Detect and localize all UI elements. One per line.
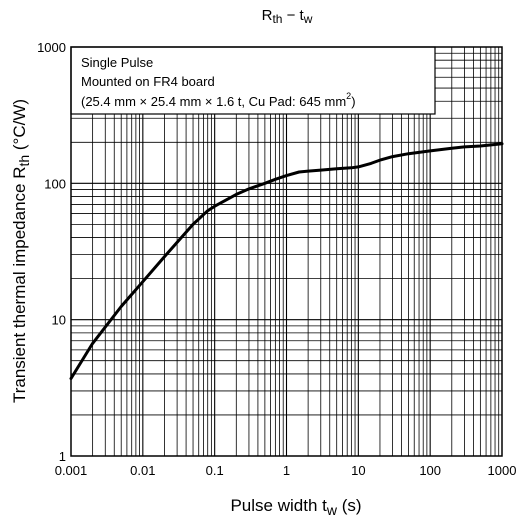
annotation-line-3-main: (25.4 mm × 25.4 mm × 1.6 t, Cu Pad: 645 …	[81, 94, 346, 109]
annotation-line-3: (25.4 mm × 25.4 mm × 1.6 t, Cu Pad: 645 …	[81, 91, 356, 109]
title-main: R	[262, 7, 273, 24]
chart-title: Rth − tw	[262, 7, 313, 26]
annotation-line-3-sup: 2	[346, 91, 351, 101]
grid-major	[71, 47, 502, 456]
x-tick-labels: 0.001 0.01 0.1 1 10 100 1000	[55, 463, 517, 478]
x-tick-label: 0.01	[130, 463, 155, 478]
x-tick-label: 1	[283, 463, 290, 478]
title-sub: th	[272, 12, 282, 26]
series-layer	[69, 142, 504, 380]
plot-frame	[70, 46, 503, 457]
y-axis-label-unit: (°C/W)	[10, 99, 29, 155]
y-axis-label: Transient thermal impedance Rth (°C/W)	[10, 99, 32, 403]
x-axis-label-main: Pulse width t	[230, 496, 327, 515]
y-tick-label: 100	[44, 176, 66, 191]
y-axis-label-sub: th	[16, 155, 32, 167]
x-axis-label-sub: w	[326, 502, 338, 518]
x-tick-label: 10	[351, 463, 365, 478]
title-sub2: w	[303, 12, 313, 26]
x-axis-label-unit: (s)	[337, 496, 362, 515]
y-tick-label: 1	[59, 449, 66, 464]
y-tick-label: 10	[52, 313, 66, 328]
x-tick-label: 100	[419, 463, 441, 478]
x-axis-label: Pulse width tw (s)	[230, 496, 361, 518]
x-tick-label: 1000	[488, 463, 517, 478]
x-tick-label: 0.1	[206, 463, 224, 478]
annotation-line-2: Mounted on FR4 board	[81, 74, 215, 89]
y-tick-labels: 1 10 100 1000	[37, 40, 66, 464]
series-line-1	[69, 142, 504, 380]
annotation-line-1: Single Pulse	[81, 55, 153, 70]
x-tick-label: 0.001	[55, 463, 88, 478]
title-mid: − t	[282, 7, 304, 24]
annotation-box	[70, 46, 436, 115]
y-axis-label-main: Transient thermal impedance R	[10, 167, 29, 404]
annotation-line-3-end: )	[351, 94, 355, 109]
y-tick-label: 1000	[37, 40, 66, 55]
